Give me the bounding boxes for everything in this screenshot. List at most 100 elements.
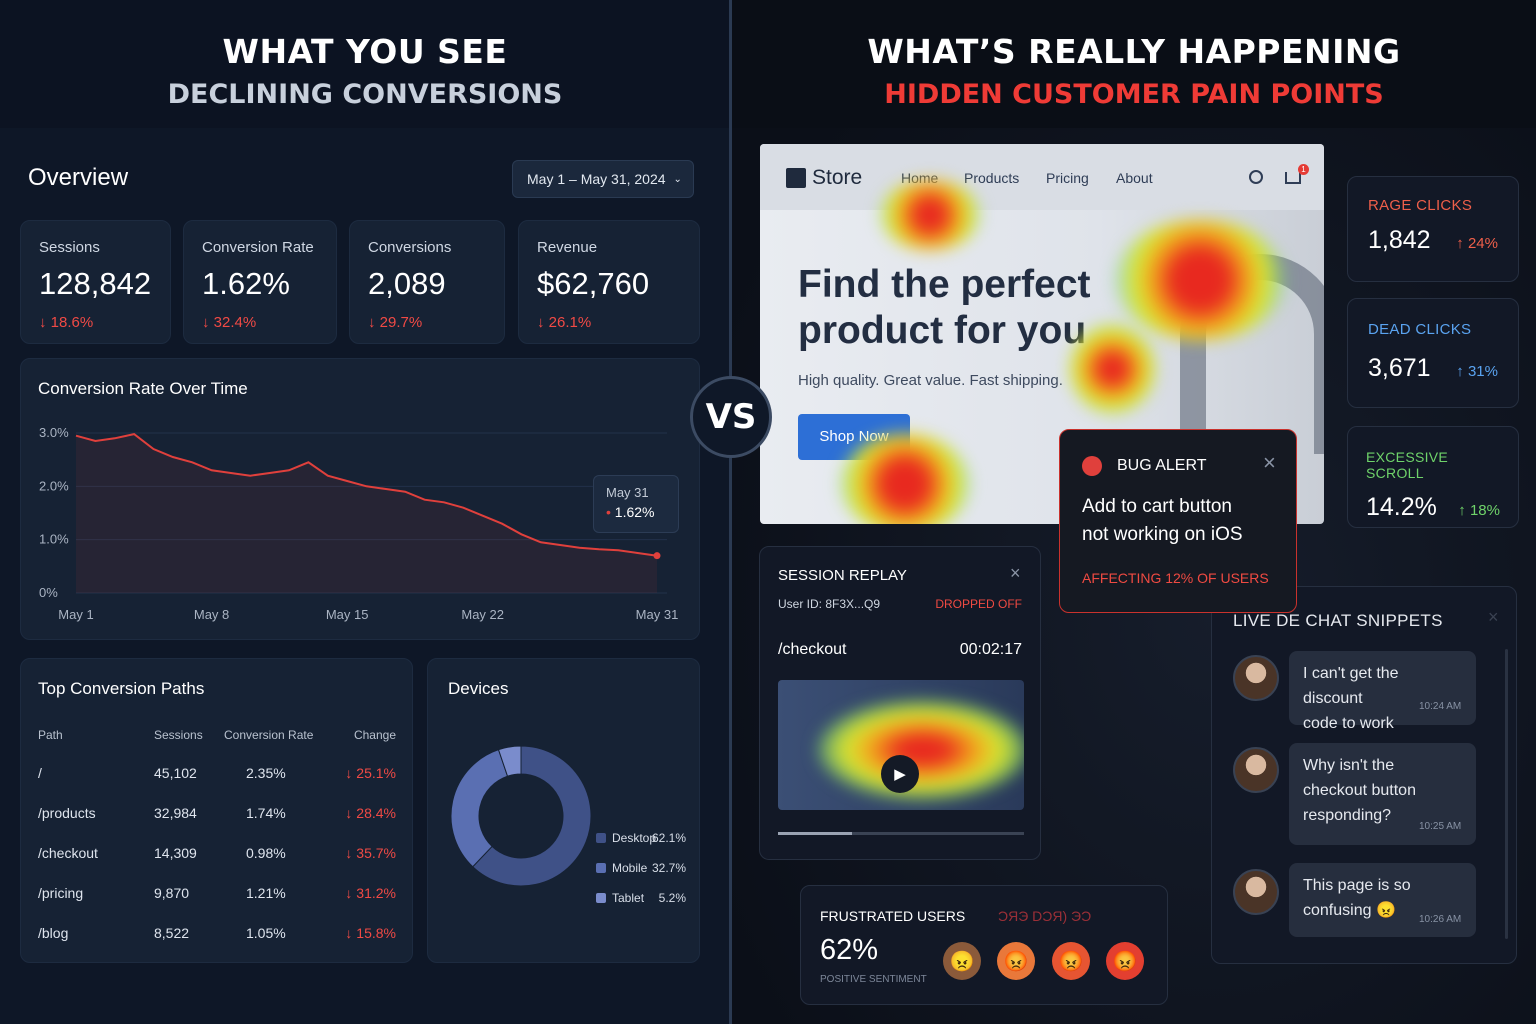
cell-path: /products (38, 805, 96, 821)
scrollbar[interactable] (1505, 649, 1508, 939)
table-row[interactable]: /blog 8,522 1.05% ↓ 15.8% (38, 913, 396, 953)
date-range-value: May 1 – May 31, 2024 (527, 171, 666, 187)
replay-time: 00:02:17 (959, 641, 1022, 658)
col-path: Path (38, 728, 63, 742)
x-tick-label: May 8 (194, 607, 229, 622)
search-icon[interactable] (1249, 170, 1263, 184)
replay-video[interactable]: ▶ (778, 680, 1024, 810)
replay-path: /checkout (778, 641, 847, 658)
store-nav (760, 144, 1324, 210)
x-tick-label: May 31 (636, 607, 679, 622)
chart-tooltip: May 31 • 1.62% (593, 475, 679, 533)
chat-line: confusing 😠 (1303, 902, 1396, 919)
chat-time: 10:25 AM (1419, 821, 1462, 832)
cell-path: /checkout (38, 845, 98, 861)
tooltip-dot: • (606, 504, 615, 520)
pie-slice (450, 749, 509, 868)
avatar (1233, 747, 1279, 793)
avatar (1233, 655, 1279, 701)
table-row[interactable]: /checkout 14,309 0.98% ↓ 35.7% (38, 833, 396, 873)
kpi-change: ↓ 32.4% (202, 314, 257, 331)
metric-value: 1,842 (1368, 226, 1431, 254)
chat-line: This page is so (1303, 877, 1411, 894)
chevron-down-icon: ⌄ (673, 173, 682, 185)
nav-pricing[interactable]: Pricing (1046, 170, 1089, 186)
cell-change: ↓ 15.8% (345, 925, 396, 941)
x-tick-label: May 1 (58, 607, 93, 622)
metric-label: DEAD CLICKS (1368, 321, 1472, 338)
legend-label: Mobile (612, 861, 648, 875)
metric-label: EXCESSIVE SCROLL (1366, 449, 1449, 481)
heat-spot (1115, 220, 1285, 340)
conversion-paths-card: Top Conversion Paths Path Sessions Conve… (20, 658, 413, 963)
metric-value: 3,671 (1368, 354, 1431, 382)
kpi-value: 2,089 (368, 266, 446, 301)
paths-title: Top Conversion Paths (38, 679, 205, 698)
headline-line-2: product for you (798, 309, 1087, 352)
metric-change: ↑ 31% (1456, 363, 1498, 380)
legend-value: 5.2% (659, 891, 687, 905)
bug-line-2: not working on iOS (1082, 524, 1243, 545)
cell-path: /blog (38, 925, 69, 941)
kpi-value: 1.62% (202, 266, 290, 301)
cell-sessions: 32,984 (154, 805, 197, 821)
scribble-text: ƆЯЭ DƆЯ) ЭƆ (998, 908, 1092, 924)
kpi-label: Sessions (39, 239, 100, 256)
replay-progress-fill (778, 832, 852, 835)
cell-sessions: 14,309 (154, 845, 197, 861)
chat-line: Why isn't the (1303, 757, 1395, 774)
close-icon[interactable]: × (1263, 450, 1276, 475)
replay-progress-track[interactable] (778, 832, 1024, 835)
metric-excessive-scroll: EXCESSIVE SCROLL 14.2% ↑ 18% (1347, 426, 1519, 528)
nav-about[interactable]: About (1116, 170, 1153, 186)
heat-spot (840, 434, 970, 524)
chat-message: This page is so confusing 😠 (1289, 863, 1476, 937)
table-row[interactable]: /products 32,984 1.74% ↓ 28.4% (38, 793, 396, 833)
y-tick-label: 1.0% (39, 532, 69, 547)
replay-user: User ID: 8F3X...Q9 (778, 597, 881, 611)
paths-table: Path Sessions Conversion Rate Change / 45… (38, 717, 396, 953)
close-icon[interactable]: × (1488, 607, 1499, 627)
pie-slice (472, 745, 592, 887)
conversion-chart-card: Conversion Rate Over Time 3.0% 2.0% 1.0% 0%… (20, 358, 700, 640)
angry-face-icon: 😡 (997, 942, 1035, 980)
kpi-conversions: Conversions 2,089 ↓ 29.7% (349, 220, 505, 344)
cell-path: /pricing (38, 885, 84, 901)
cell-sessions: 9,870 (154, 885, 190, 901)
date-range-dropdown[interactable]: May 1 – May 31, 2024 ⌄ (512, 160, 694, 198)
headline-line-1: Find the perfect (798, 263, 1091, 306)
cart-icon[interactable] (1285, 172, 1301, 184)
bug-icon (1082, 456, 1102, 476)
nav-products[interactable]: Products (964, 170, 1020, 186)
chat-line: code to work (1303, 715, 1394, 732)
legend-swatch (596, 893, 606, 903)
bug-title: BUG ALERT (1117, 457, 1207, 474)
metric-change: ↑ 18% (1458, 502, 1500, 519)
table-header: Path Sessions Conversion Rate Change (38, 717, 396, 753)
kpi-label: Revenue (537, 239, 598, 256)
series-area (76, 434, 657, 593)
kpi-label: Conversions (368, 239, 452, 256)
close-icon[interactable]: × (1010, 563, 1021, 583)
table-row[interactable]: /pricing 9,870 1.21% ↓ 31.2% (38, 873, 396, 913)
live-chat-card: LIVE DE CHAT SNIPPETS × I can't get the … (1211, 586, 1517, 964)
cell-rate: 1.05% (246, 925, 286, 941)
play-button[interactable]: ▶ (881, 755, 919, 793)
session-replay-card: SESSION REPLAY × User ID: 8F3X...Q9 DROP… (759, 546, 1041, 860)
cell-rate: 2.35% (246, 765, 286, 781)
cell-change: ↓ 31.2% (345, 885, 396, 901)
y-tick-label: 3.0% (39, 425, 69, 440)
cell-sessions: 8,522 (154, 925, 190, 941)
heat-spot (880, 180, 980, 250)
chat-time: 10:24 AM (1419, 701, 1462, 712)
vs-badge: VS (690, 376, 772, 458)
chat-line: checkout button (1303, 782, 1416, 799)
devices-title: Devices (448, 679, 509, 698)
table-row[interactable]: / 45,102 2.35% ↓ 25.1% (38, 753, 396, 793)
cell-sessions: 45,102 (154, 765, 197, 781)
col-change: Change (353, 728, 396, 742)
line-chart: 3.0% 2.0% 1.0% 0%May 1 May 8 May 15 May 22 May … (39, 425, 679, 622)
overview-title: Overview (28, 164, 129, 191)
